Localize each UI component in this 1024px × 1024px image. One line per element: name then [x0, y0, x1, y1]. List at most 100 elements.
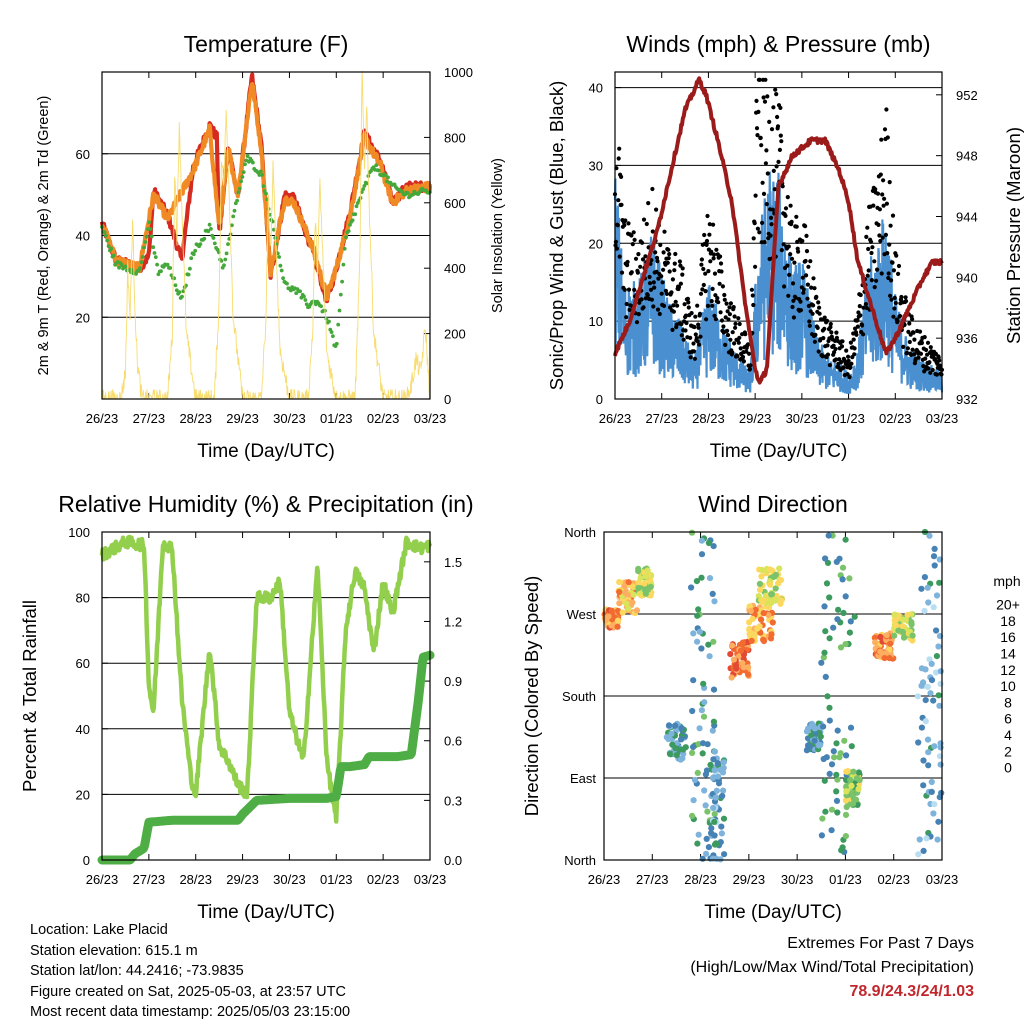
- y-tick-label: 60: [76, 656, 90, 671]
- data-point: [901, 344, 906, 349]
- data-point: [820, 755, 827, 763]
- colorbar-tick-label: 20+: [996, 597, 1020, 613]
- data-point: [699, 740, 707, 747]
- y2-tick-label: 200: [444, 327, 466, 342]
- data-point: [776, 565, 783, 572]
- data-point: [839, 344, 845, 349]
- data-point: [329, 330, 334, 334]
- data-point: [816, 349, 821, 354]
- data-point: [678, 725, 685, 732]
- data-point: [826, 594, 833, 601]
- data-point: [661, 267, 666, 272]
- y-tick-label: 20: [589, 236, 603, 251]
- data-point: [682, 302, 687, 307]
- data-point: [833, 797, 841, 805]
- data-point: [852, 346, 857, 351]
- data-point: [605, 613, 612, 620]
- data-point: [636, 252, 641, 257]
- data-point: [634, 320, 640, 325]
- data-point: [756, 623, 763, 630]
- data-point: [785, 195, 790, 200]
- data-point: [907, 339, 912, 345]
- panel-title-1: Temperature (F): [184, 31, 349, 57]
- data-point: [669, 741, 676, 748]
- data-point: [635, 584, 642, 592]
- data-point: [695, 831, 702, 838]
- data-point: [798, 299, 803, 304]
- data-point: [822, 673, 829, 681]
- data-point: [334, 341, 339, 346]
- data-point: [760, 610, 767, 617]
- data-point: [921, 574, 929, 581]
- data-point: [707, 232, 712, 237]
- data-point: [910, 317, 915, 322]
- data-point: [651, 280, 656, 285]
- data-point: [678, 736, 685, 743]
- data-point: [718, 310, 723, 315]
- data-point: [811, 276, 816, 281]
- y2-tick-label: 1.2: [444, 614, 462, 629]
- data-point: [812, 339, 818, 344]
- data-point: [792, 260, 797, 265]
- data-point: [748, 637, 755, 645]
- data-point: [835, 606, 842, 613]
- data-point: [709, 727, 716, 734]
- data-point: [931, 801, 938, 808]
- data-point: [800, 238, 805, 244]
- data-point: [643, 296, 648, 301]
- data-point: [869, 278, 875, 283]
- data-point: [643, 254, 648, 259]
- x-axis-label-1: Time (Day/UTC): [197, 441, 335, 462]
- data-point: [647, 592, 654, 599]
- data-point: [703, 835, 710, 843]
- y-tick-label: 0: [83, 853, 90, 868]
- data-point: [725, 328, 730, 333]
- data-point: [930, 367, 935, 373]
- data-point: [747, 607, 754, 615]
- data-point: [920, 782, 927, 789]
- data-point: [619, 270, 625, 275]
- data-point: [934, 372, 940, 377]
- data-point: [350, 218, 355, 223]
- x-tick-label: 29/23: [733, 872, 766, 887]
- data-point: [874, 278, 879, 283]
- data-point: [714, 760, 721, 767]
- data-point: [619, 174, 624, 179]
- data-point: [696, 325, 701, 330]
- data-point: [648, 287, 654, 292]
- data-point: [633, 256, 639, 261]
- data-point: [168, 266, 173, 270]
- data-point: [643, 573, 650, 580]
- data-point: [647, 281, 653, 286]
- data-point: [803, 224, 808, 229]
- data-point: [631, 230, 636, 235]
- x-tick-label: 26/23: [86, 872, 119, 887]
- data-point: [903, 299, 909, 304]
- data-point: [839, 564, 847, 571]
- y2-axis-label-1: Solar Insolation (Yellow): [490, 158, 506, 313]
- data-point: [937, 358, 942, 363]
- data-point: [645, 293, 650, 298]
- data-point: [817, 311, 822, 316]
- data-point: [755, 133, 760, 138]
- data-point: [817, 733, 824, 740]
- data-point: [720, 759, 727, 766]
- data-point: [319, 304, 323, 309]
- data-point: [763, 161, 769, 166]
- data-point: [889, 278, 894, 283]
- data-point: [694, 638, 701, 645]
- data-point: [936, 579, 943, 586]
- data-point: [698, 551, 706, 558]
- data-point: [732, 314, 737, 319]
- data-point: [876, 222, 881, 227]
- data-point: [768, 591, 775, 598]
- data-point: [701, 266, 706, 272]
- data-point: [652, 285, 657, 290]
- data-point: [805, 282, 811, 287]
- data-point: [750, 293, 755, 298]
- data-point: [106, 244, 111, 249]
- data-point: [331, 334, 335, 338]
- data-point: [690, 797, 697, 804]
- data-point: [820, 654, 827, 661]
- data-point: [925, 749, 932, 756]
